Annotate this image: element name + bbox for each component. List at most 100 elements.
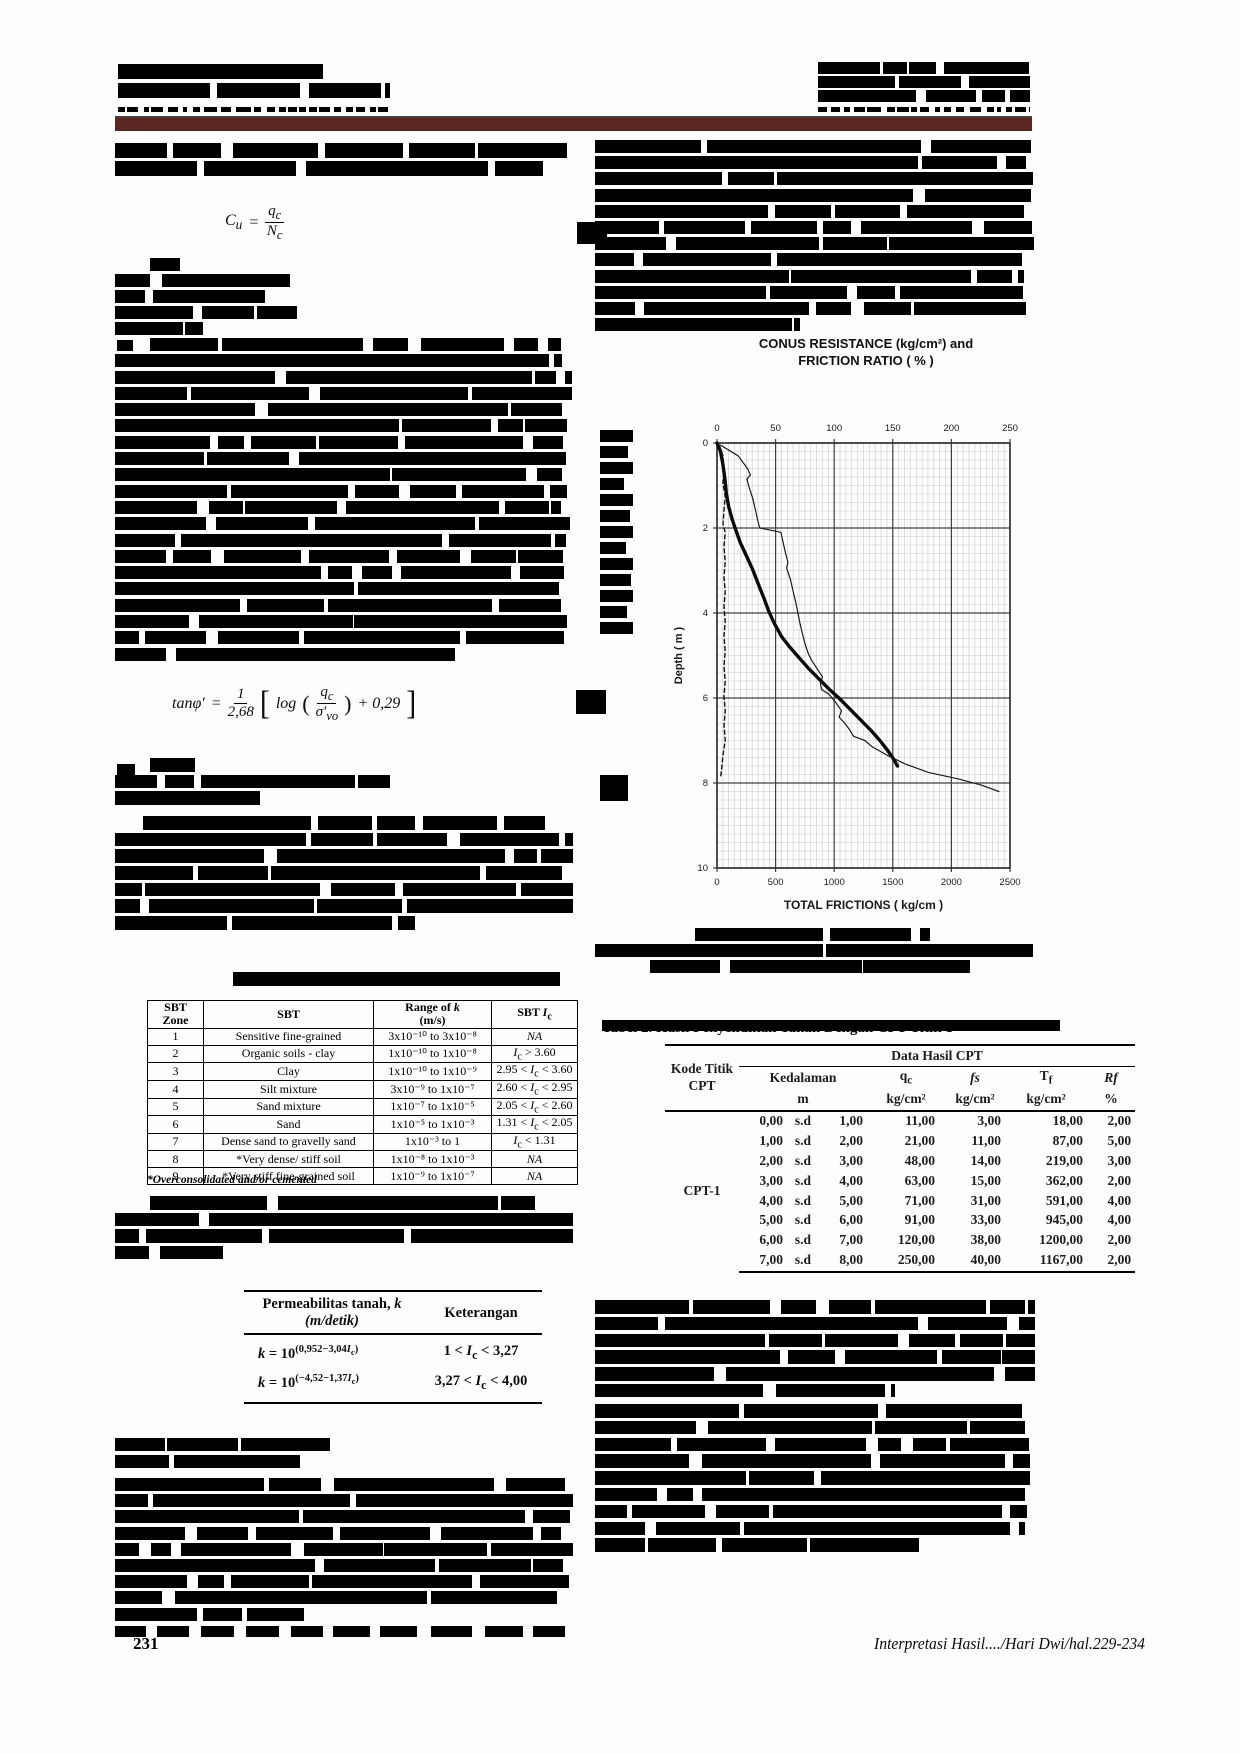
table-row: 6,00 s.d 7,00 120,00 38,00 1200,00 2,00	[759, 1232, 1132, 1248]
redacted-equation-number	[576, 690, 606, 714]
redacted-text-block	[115, 816, 573, 933]
cpt-col-qc: qc	[899, 1068, 913, 1088]
table-row: 2,00 s.d 3,00 48,00 14,00 219,00 3,00	[759, 1152, 1132, 1168]
redacted-header-right-subtitle	[818, 107, 1030, 112]
redacted-table1-caption	[233, 972, 560, 986]
depth-axis-tick-label: 0	[703, 438, 708, 449]
redacted-text-block	[115, 143, 573, 179]
redacted-margin-strip	[600, 430, 633, 638]
table-row: CPT-1 0,00 s.d 1,00 11,00 3,00 18,00 2,00	[665, 1111, 1135, 1198]
cpt-kode-value: CPT-1	[683, 1183, 721, 1199]
depth-axis-tick-label: 6	[703, 693, 708, 704]
chart-title-line1: CONUS RESISTANCE (kg/cm²) and	[758, 336, 974, 351]
depth-axis-tick-label: 10	[697, 863, 708, 874]
redacted-text-block	[115, 758, 415, 808]
perm-formula-row: k = 10(−4,52−1,37Ic) 3,27 < Ic < 4,00	[258, 1372, 528, 1392]
redacted-caption-overlay	[602, 1020, 1060, 1031]
sbt-col-header: SBT	[203, 1000, 374, 1029]
redacted-text-block	[115, 258, 415, 338]
cpt-col-rf: Rf	[1104, 1069, 1118, 1085]
table-row: 8 *Very dense/ stiff soil 1x10⁻⁸ to 1x10⁻³…	[147, 1150, 578, 1169]
bottom-axis-tick-label: 500	[768, 877, 784, 888]
redacted-text-block	[595, 1404, 1035, 1555]
plot-border	[716, 442, 1011, 869]
top-axis-tick-label: 50	[770, 423, 781, 434]
redacted-text-block	[595, 140, 1035, 334]
redacted-text-block	[115, 1478, 573, 1624]
cpt-group-header: Data Hasil CPT	[739, 1043, 1136, 1067]
cpt-col-kode: Kode Titik CPT	[665, 1044, 739, 1112]
cpt-unit-cell: %	[1087, 1089, 1136, 1112]
redacted-text-block	[115, 1196, 573, 1262]
table-row: 7,00 s.d 8,00 250,00 40,00 1167,00 2,00	[665, 1250, 1136, 1273]
permeability-formula-table: Permeabilitas tanah, k (m/detik) Keteranga…	[244, 1290, 542, 1404]
sbt-col-header: Range of k (m/s)	[373, 1000, 492, 1029]
top-axis-tick-label: 150	[885, 423, 901, 434]
header-rule	[115, 116, 1032, 131]
table-row: 5 Sand mixture 1x10⁻⁷ to 1x10⁻⁵ 2.05 < Ic <…	[147, 1097, 578, 1117]
series-total-frictions	[719, 444, 1000, 793]
redacted-text-block	[595, 1300, 1035, 1401]
sbt-table-body: 1 Sensitive fine-grained 3x10⁻¹⁰ to 3x10⁻⁸…	[147, 1027, 578, 1186]
depth-axis-tick-label: 8	[703, 778, 708, 789]
sbt-table-header: SBT Zone SBT Range of k (m/s) SBT Ic	[147, 1000, 578, 1029]
depth-axis-tick-label: 2	[703, 523, 708, 534]
redacted-figure-caption	[595, 928, 1035, 976]
sbt-col-header: SBT Zone	[147, 1000, 204, 1029]
top-axis-tick-label: 0	[714, 423, 719, 434]
table-row: 4,00 s.d 5,00 71,00 31,00 591,00 4,00	[759, 1192, 1132, 1208]
eq1-lhs: C	[225, 211, 236, 229]
series-conus-resistance-qc	[715, 441, 900, 768]
depth-axis-title: Depth ( m )	[673, 626, 685, 684]
cpt-table-caption: Tabel 2. Hasil Penyelidikan Tanah Dengan…	[602, 1020, 1072, 1040]
table-row: 1,00 s.d 2,00 21,00 11,00 87,00 5,00	[759, 1132, 1132, 1148]
perm-formula-row: k = 10(0,952−3,04Ic) 1 < Ic < 3,27	[258, 1343, 519, 1362]
redacted-text-block	[115, 1438, 355, 1472]
perm-header-col2: Keterangan	[444, 1304, 518, 1321]
table-row: 4 Silt mixture 3x10⁻⁹ to 1x10⁻⁷ 2.60 < Ic <…	[147, 1080, 578, 1099]
table-row: 2 Organic soils - clay 1x10⁻¹⁰ to 1x10⁻⁸ Ic…	[147, 1044, 578, 1064]
cpt-col-tf: Tf	[1039, 1068, 1053, 1088]
bottom-axis-tick-label: 2500	[999, 877, 1020, 888]
table-row: 3,00 s.d 4,00 63,00 15,00 362,00 2,00	[759, 1172, 1132, 1188]
equation-cu: Cu = qc Nc	[225, 203, 285, 242]
bottom-axis-tick-label: 2000	[941, 877, 962, 888]
sbt-table-footnote: *Overconsolidated and/or cemented	[147, 1174, 317, 1186]
sbt-col-header: SBT Ic	[491, 1000, 578, 1029]
cpt-col-kedalaman: Kedalaman	[769, 1069, 837, 1085]
redacted-header-left	[118, 64, 390, 102]
redacted-header-left-subtitle	[118, 107, 390, 112]
cpt-unit-cell: m	[739, 1089, 867, 1112]
redacted-list-bullet	[117, 340, 133, 351]
top-axis-tick-label: 100	[826, 423, 842, 434]
cpt-col-fs: fs	[970, 1069, 980, 1085]
footer-citation: Interpretasi Hasil..../Hari Dwi/hal.229-…	[874, 1634, 1145, 1653]
table-row: 9 *Very stiff fine-grained soil 1x10⁻⁹ to …	[147, 1167, 578, 1186]
depth-axis-tick-label: 4	[703, 608, 708, 619]
table-row: 1 Sensitive fine-grained 3x10⁻¹⁰ to 3x10⁻⁸…	[147, 1027, 578, 1046]
bottom-axis-tick-label: 1000	[824, 877, 845, 888]
chart-title-line2: FRICTION RATIO ( % )	[798, 352, 934, 368]
cpt-unit-cell: kg/cm²	[867, 1089, 945, 1112]
redacted-list-bullet	[117, 764, 135, 777]
table-row: 6 Sand 1x10⁻⁵ to 1x10⁻³ 1.31 < Ic < 2.05	[147, 1115, 578, 1134]
table-row: 3 Clay 1x10⁻¹⁰ to 1x10⁻⁹ 2.95 < Ic < 3.60	[147, 1062, 578, 1082]
bottom-axis-tick-label: 0	[714, 877, 719, 888]
table-row: 5,00 s.d 6,00 91,00 33,00 945,00 4,00	[759, 1212, 1132, 1228]
redacted-text-block	[115, 338, 573, 664]
bottom-axis-tick-label: 1500	[882, 877, 903, 888]
top-axis-tick-label: 250	[1002, 423, 1018, 434]
redacted-header-right	[818, 62, 1030, 104]
cpt-unit-cell: kg/cm²	[945, 1089, 1005, 1112]
perm-header-col1: Permeabilitas tanah, k (m/detik)	[262, 1296, 402, 1329]
equation-tanphi: tanφ′ = 1 2,68 [ log ( qc σ′vo ) + 0,29 …	[172, 684, 417, 723]
redacted-text-dashed-line	[115, 1626, 565, 1637]
page-number: 231	[133, 1634, 159, 1653]
sbt-zone-table: SBT Zone SBT Range of k (m/s) SBT Ic 1 Sensi…	[147, 1000, 578, 1186]
cpt-unit-cell: kg/cm²	[1005, 1089, 1087, 1112]
bottom-axis-title: TOTAL FRICTIONS ( kg/cm )	[784, 898, 943, 912]
cpt-table-body: Kode Titik CPT Data Hasil CPT Kedalaman qc f…	[665, 1043, 1136, 1273]
